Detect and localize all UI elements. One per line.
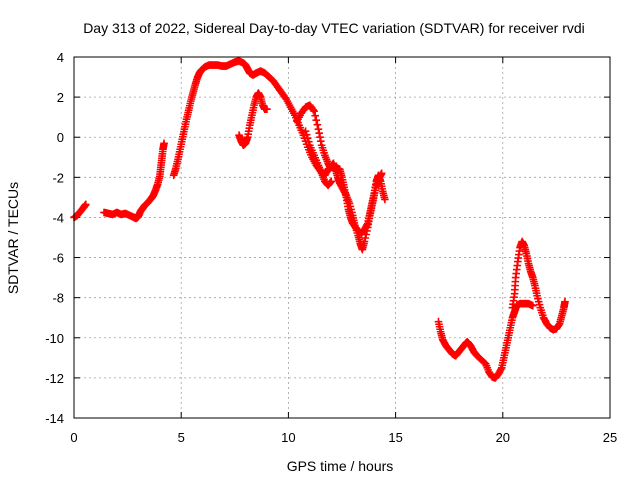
data-point-marker <box>316 133 324 142</box>
data-point-marker <box>81 200 90 209</box>
axis-ticks: 0 5 10 15 20 25 -14 -12 -10 -8 -6 -4 -2 0 2 4 <box>45 50 617 445</box>
y-tick-label: -4 <box>52 210 64 225</box>
y-tick-label: 4 <box>57 50 64 65</box>
x-tick-label: 0 <box>70 430 77 445</box>
data-point-marker <box>535 300 544 309</box>
data-point-marker <box>312 116 321 124</box>
x-tick-label: 20 <box>496 430 510 445</box>
grid-lines <box>74 57 610 418</box>
data-point-marker <box>303 134 312 143</box>
data-point-marker <box>381 195 389 204</box>
x-tick-label: 25 <box>603 430 617 445</box>
data-point-marker <box>314 125 323 133</box>
chart-title: Day 313 of 2022, Sidereal Day-to-day VTE… <box>83 20 585 36</box>
data-point-marker <box>361 234 370 242</box>
data-point-marker <box>263 105 271 113</box>
data-point-marker <box>327 177 336 186</box>
series-seg6 <box>301 127 336 190</box>
data-point-marker <box>310 107 318 115</box>
x-axis-label: GPS time / hours <box>287 458 394 474</box>
data-point-marker <box>302 130 311 139</box>
data-point-marker <box>360 237 369 246</box>
data-point-marker <box>315 129 324 138</box>
series-seg5 <box>293 101 386 254</box>
data-point-marker <box>347 205 355 214</box>
y-tick-label: 2 <box>57 90 64 105</box>
data-point-marker <box>363 227 371 235</box>
plot-frame <box>73 56 611 419</box>
data-point-marker <box>311 111 319 120</box>
series-seg2 <box>100 139 168 223</box>
data-point-marker <box>313 120 322 129</box>
data-point-marker <box>317 137 325 146</box>
y-tick-label: -2 <box>52 170 64 185</box>
data-point-marker <box>348 208 356 217</box>
y-tick-label: -10 <box>45 331 64 346</box>
data-point-marker <box>377 169 386 178</box>
y-tick-label: 0 <box>57 130 64 145</box>
data-point-marker <box>534 294 542 303</box>
series-seg7 <box>434 299 537 382</box>
data-point-marker <box>534 297 543 306</box>
series-seg8 <box>508 237 569 334</box>
data-point-marker <box>160 139 168 148</box>
x-tick-label: 15 <box>388 430 402 445</box>
x-tick-label: 10 <box>281 430 295 445</box>
data-point-marker <box>301 127 310 136</box>
data-point-marker <box>326 178 335 187</box>
data-points <box>70 57 569 382</box>
y-tick-label: -14 <box>45 411 64 426</box>
data-point-marker <box>304 137 313 146</box>
y-axis-label: SDTVAR / TECUs <box>5 182 21 294</box>
data-point-marker <box>362 230 370 239</box>
y-tick-label: -6 <box>52 251 64 266</box>
series-seg3 <box>169 57 389 238</box>
x-tick-label: 5 <box>178 430 185 445</box>
data-point-marker <box>533 291 541 300</box>
data-point-marker <box>346 202 355 211</box>
data-point-marker <box>345 199 354 208</box>
y-tick-label: -12 <box>45 371 64 386</box>
data-point-marker <box>529 301 537 310</box>
data-point-marker <box>561 297 569 306</box>
series-seg4 <box>235 89 271 150</box>
y-tick-label: -8 <box>52 291 64 306</box>
